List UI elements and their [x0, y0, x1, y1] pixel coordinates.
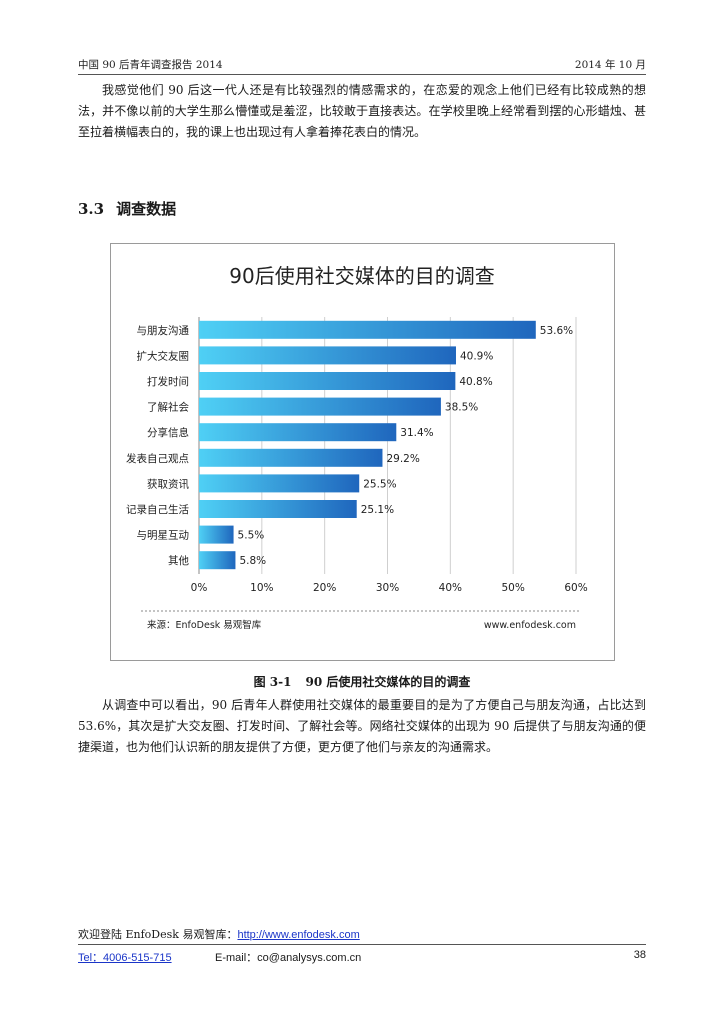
footer-email-address[interactable]: co@analysys.com.cn	[257, 952, 362, 964]
x-tick-label: 0%	[191, 582, 208, 594]
bar	[199, 551, 236, 570]
category-label: 分享信息	[147, 426, 189, 439]
footer-welcome: 欢迎登陆 EnfoDesk 易观智库：	[78, 928, 238, 941]
category-label: 其他	[168, 554, 189, 567]
page-number: 38	[633, 949, 646, 961]
value-label: 40.9%	[460, 350, 493, 362]
bar	[199, 423, 397, 442]
figure-caption-text: 90 后使用社交媒体的目的调查	[305, 675, 471, 689]
category-label: 发表自己观点	[126, 452, 189, 465]
intro-paragraph: 我感觉他们 90 后这一代人还是有比较强烈的情感需求的，在恋爱的观念上他们已经有…	[78, 83, 646, 139]
category-label: 获取资讯	[147, 477, 189, 490]
x-tick-label: 60%	[564, 582, 587, 594]
chart-container: 90后使用社交媒体的目的调查 0% 10% 20% 30% 40% 50% 60% 与朋友沟通…	[110, 243, 615, 661]
chart-title: 90后使用社交媒体的目的调查	[229, 264, 494, 288]
footer-email: E-mail：co@analysys.com.cn	[215, 949, 361, 965]
value-label: 29.2%	[386, 453, 419, 465]
category-label: 打发时间	[147, 375, 189, 388]
value-label: 31.4%	[400, 427, 433, 439]
value-label: 38.5%	[445, 402, 478, 414]
value-label: 5.5%	[238, 530, 265, 542]
section-title: 调查数据	[116, 200, 177, 218]
bar	[199, 448, 383, 467]
category-label: 与朋友沟通	[137, 324, 190, 337]
bar	[199, 346, 456, 365]
value-label: 25.1%	[361, 504, 394, 516]
chart-source: 来源：EnfoDesk 易观智库	[147, 619, 262, 631]
footer-website-link[interactable]: http://www.enfodesk.com	[237, 929, 360, 941]
bar	[199, 525, 234, 544]
bar	[199, 397, 441, 416]
header-date: 2014 年 10 月	[574, 59, 646, 71]
section-number: 3.3	[78, 200, 105, 218]
header-title: 中国 90 后青年调查报告 2014	[78, 59, 223, 71]
bar	[199, 320, 536, 339]
x-tick-label: 40%	[439, 582, 462, 594]
value-label: 40.8%	[459, 376, 492, 388]
header-divider	[78, 74, 646, 75]
value-label: 5.8%	[239, 555, 266, 567]
bar	[199, 474, 360, 493]
section-heading: 3.3 调查数据	[78, 198, 176, 219]
x-tick-label: 10%	[250, 582, 273, 594]
bar	[199, 500, 357, 518]
chart-site: www.enfodesk.com	[484, 620, 576, 631]
x-tick-label: 50%	[501, 582, 524, 594]
value-label: 53.6%	[540, 325, 573, 337]
category-label: 记录自己生活	[126, 503, 189, 516]
figure-number: 图 3-1	[253, 675, 292, 689]
x-tick-label: 30%	[376, 582, 399, 594]
bar-chart: 90后使用社交媒体的目的调查 0% 10% 20% 30% 40% 50% 60% 与朋友沟通…	[126, 264, 588, 631]
footer-tel-link[interactable]: Tel：4006-515-715	[78, 952, 172, 964]
footer-divider	[78, 944, 646, 945]
category-label: 了解社会	[147, 401, 189, 414]
x-tick-label: 20%	[313, 582, 336, 594]
category-label: 扩大交友圈	[137, 349, 190, 362]
footer-welcome-line: 欢迎登陆 EnfoDesk 易观智库：http://www.enfodesk.c…	[78, 926, 360, 942]
analysis-paragraph: 从调查中可以看出，90 后青年人群使用社交媒体的最重要目的是为了方便自己与朋友沟…	[78, 698, 646, 754]
bar	[199, 372, 456, 390]
figure-caption: 图 3-1 90 后使用社交媒体的目的调查	[0, 673, 724, 690]
category-label: 与明星互动	[137, 530, 190, 542]
value-label: 25.5%	[363, 478, 396, 490]
footer-email-label: E-mail：	[215, 952, 258, 964]
